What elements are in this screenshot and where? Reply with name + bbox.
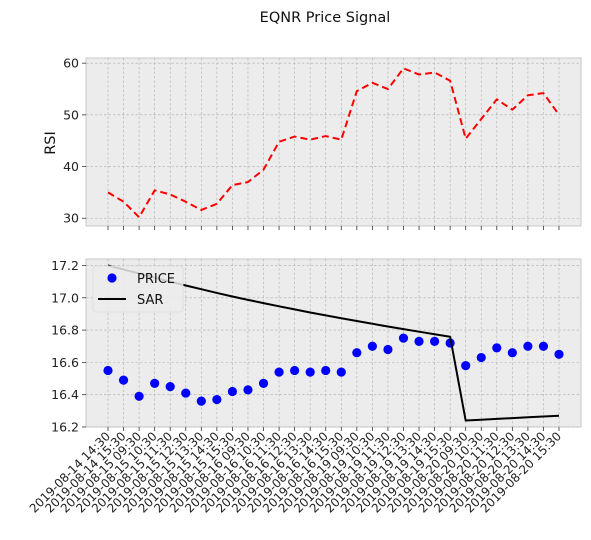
legend: PRICE SAR bbox=[92, 265, 184, 313]
price-y-tick-label: 17.0 bbox=[51, 290, 79, 305]
price-series-point bbox=[150, 378, 160, 388]
price-series-point bbox=[336, 367, 346, 377]
rsi-y-tick-label: 50 bbox=[63, 107, 79, 122]
price-series-point bbox=[118, 375, 129, 385]
rsi-y-tick-label: 40 bbox=[63, 159, 79, 174]
rsi-plot-area bbox=[85, 57, 582, 227]
price-y-tick-label: 16.4 bbox=[51, 387, 79, 402]
price-series-point bbox=[538, 341, 549, 351]
chart-title: EQNR Price Signal bbox=[260, 10, 391, 26]
legend-price-marker bbox=[107, 273, 117, 283]
price-series-point bbox=[165, 382, 175, 392]
rsi-series-line bbox=[107, 67, 560, 219]
price-series bbox=[103, 333, 564, 406]
price-y-tick-label: 17.2 bbox=[51, 258, 79, 273]
price-series-point bbox=[492, 343, 502, 353]
price-series-point bbox=[212, 394, 222, 405]
price-series-point bbox=[398, 333, 409, 343]
price-series-point bbox=[196, 396, 206, 406]
price-series-point bbox=[305, 367, 315, 377]
price-series-point bbox=[476, 352, 486, 363]
price-series-point bbox=[383, 344, 393, 355]
price-series-point bbox=[414, 336, 424, 346]
price-series-point bbox=[274, 367, 284, 377]
price-series-point bbox=[258, 378, 269, 388]
rsi-y-axis-label: RSI bbox=[43, 131, 59, 155]
price-series-point bbox=[134, 391, 144, 401]
rsi-panel: 30 40 50 60 bbox=[63, 56, 582, 230]
legend-price-label: PRICE bbox=[137, 272, 175, 287]
price-series-point bbox=[352, 348, 362, 358]
price-series-point bbox=[321, 365, 331, 376]
price-series-point bbox=[507, 348, 517, 358]
price-series-point bbox=[367, 341, 377, 351]
price-series-point bbox=[181, 388, 191, 398]
legend-sar-label: SAR bbox=[137, 293, 163, 308]
price-series-point bbox=[290, 365, 300, 376]
price-series-point bbox=[243, 385, 253, 395]
price-series-point bbox=[429, 336, 440, 346]
price-y-tick-label: 16.8 bbox=[51, 323, 79, 338]
price-series-point bbox=[227, 386, 238, 397]
rsi-y-tick-label: 60 bbox=[63, 56, 79, 71]
price-y-tick-label: 16.2 bbox=[51, 420, 79, 435]
price-y-tick-label: 16.6 bbox=[51, 355, 79, 370]
rsi-y-tick-label: 30 bbox=[63, 211, 79, 226]
price-series-point bbox=[103, 365, 113, 376]
price-series-point bbox=[461, 361, 471, 371]
price-series-point bbox=[554, 349, 564, 359]
price-series-point bbox=[523, 341, 533, 351]
